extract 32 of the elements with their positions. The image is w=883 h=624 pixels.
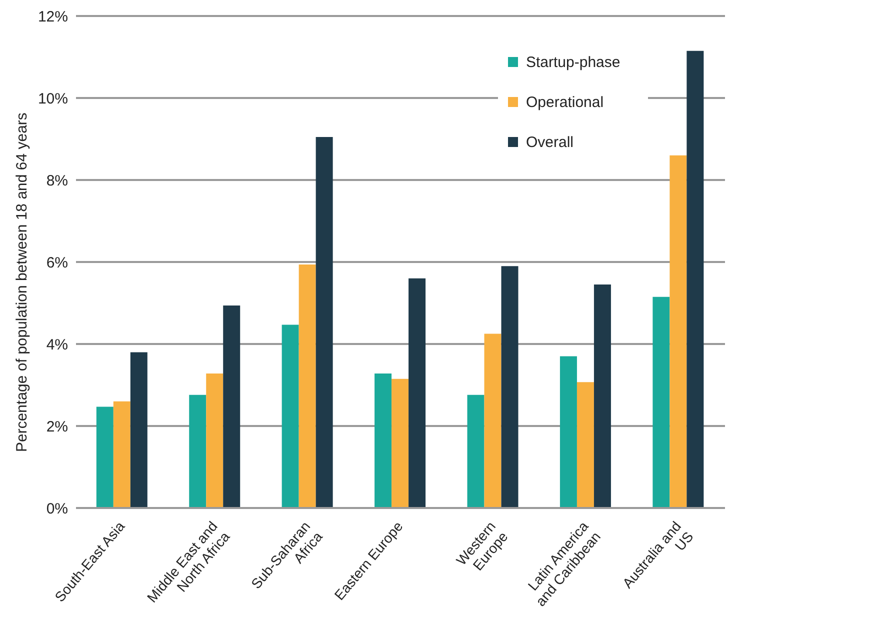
bar xyxy=(467,394,484,508)
bar xyxy=(223,305,240,508)
bar xyxy=(576,382,594,508)
bar xyxy=(189,394,206,508)
y-tick-label: 8% xyxy=(46,172,68,190)
bar xyxy=(206,374,224,508)
bar xyxy=(594,284,611,508)
y-tick-label: 12% xyxy=(38,8,68,26)
legend-label: Startup-phase xyxy=(526,54,620,70)
legend-label: Operational xyxy=(526,94,604,110)
bar xyxy=(298,264,316,508)
bar xyxy=(670,155,687,508)
y-tick-label: 2% xyxy=(46,418,68,436)
legend-label: Overall xyxy=(526,134,574,150)
bar xyxy=(501,266,518,508)
y-axis-title: Percentage of population between 18 and 64 years xyxy=(13,112,30,452)
y-tick-label: 6% xyxy=(46,254,68,272)
bar xyxy=(96,406,114,508)
bar xyxy=(130,352,148,508)
bar xyxy=(652,296,670,508)
y-tick-label: 4% xyxy=(46,336,68,354)
bar xyxy=(686,50,704,508)
bar xyxy=(560,356,577,508)
y-tick-label: 10% xyxy=(38,90,68,108)
bar xyxy=(113,401,130,508)
bar xyxy=(392,378,409,508)
bar xyxy=(374,374,392,508)
bar xyxy=(408,278,426,508)
y-tick-label: 0% xyxy=(46,500,68,518)
bar xyxy=(282,324,299,508)
bar xyxy=(484,334,502,508)
bar xyxy=(316,136,333,508)
